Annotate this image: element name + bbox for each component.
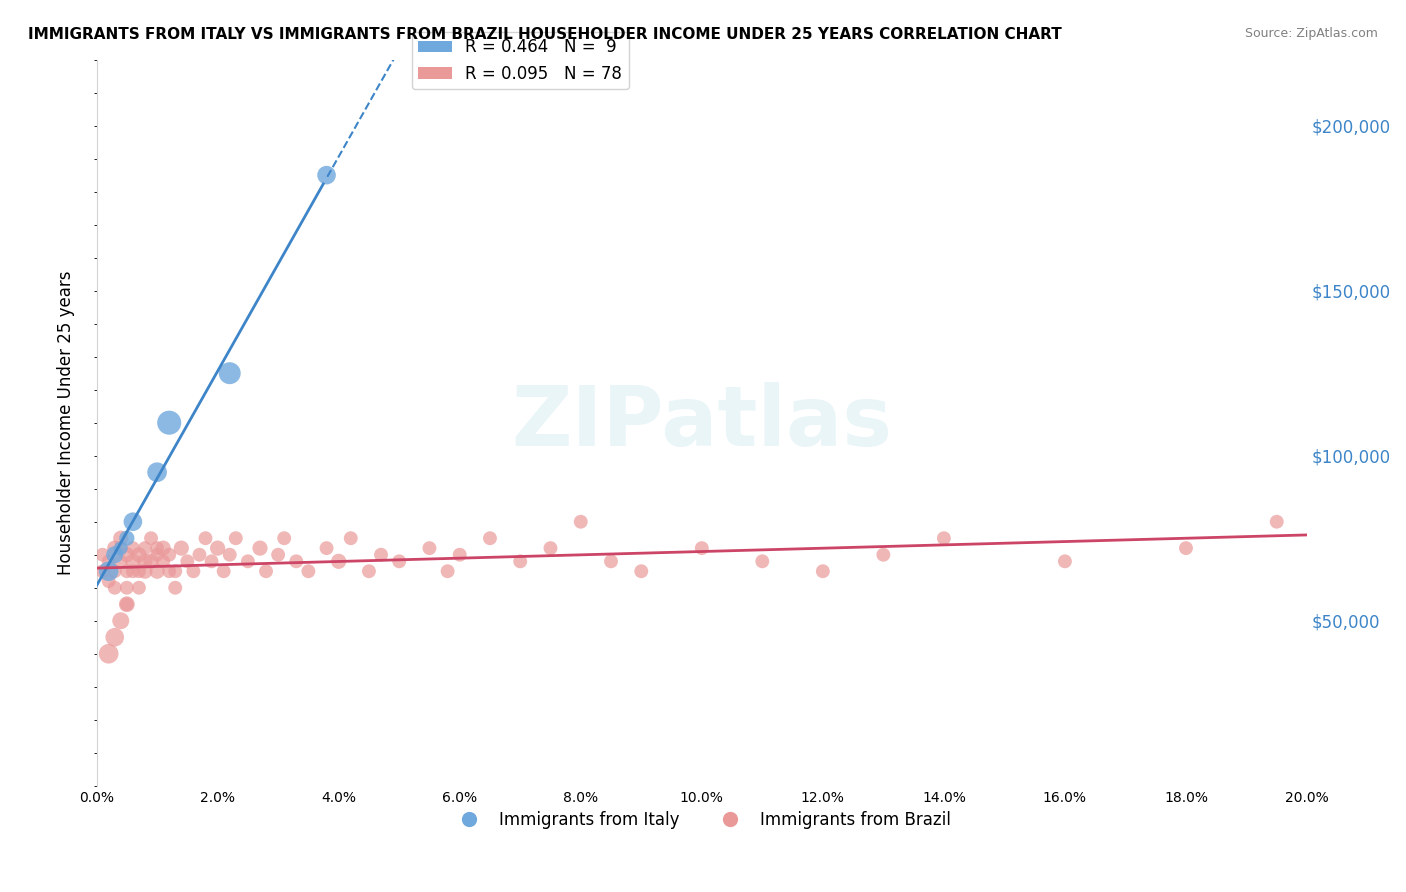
Point (267, 548, 290, 562)
Point (134, 564, 156, 578)
Point (509, 554, 531, 568)
Point (152, 554, 174, 568)
Point (1053, 554, 1076, 568)
Point (122, 541, 145, 555)
Point (146, 541, 169, 555)
Point (110, 541, 132, 555)
Point (600, 554, 623, 568)
Point (110, 531, 132, 545)
Point (128, 581, 150, 595)
Point (157, 416, 180, 430)
Point (212, 564, 235, 578)
Point (134, 541, 156, 555)
Legend: Immigrants from Italy, Immigrants from Brazil: Immigrants from Italy, Immigrants from B… (446, 805, 957, 836)
Point (751, 554, 773, 568)
Point (146, 465, 169, 479)
Point (104, 541, 127, 555)
Point (690, 541, 713, 555)
Point (122, 515, 145, 529)
Text: Source: ZipAtlas.com: Source: ZipAtlas.com (1244, 27, 1378, 40)
Point (218, 548, 240, 562)
Point (139, 531, 162, 545)
Point (339, 531, 361, 545)
Point (165, 564, 187, 578)
Point (872, 548, 894, 562)
Point (97, 574, 120, 588)
Point (139, 554, 162, 568)
Point (254, 564, 277, 578)
Point (97, 564, 120, 578)
Point (170, 541, 193, 555)
Point (110, 541, 132, 555)
Point (418, 541, 440, 555)
Point (630, 564, 652, 578)
Point (478, 531, 501, 545)
Point (932, 531, 955, 545)
Point (370, 548, 392, 562)
Point (115, 548, 138, 562)
Point (176, 554, 198, 568)
Point (91, 548, 114, 562)
Point (91, 564, 114, 578)
Point (146, 548, 169, 562)
Point (110, 614, 132, 628)
Point (115, 597, 138, 611)
Point (104, 630, 127, 644)
Point (110, 554, 132, 568)
Point (115, 531, 138, 545)
Point (225, 531, 247, 545)
Point (128, 564, 150, 578)
Y-axis label: Householder Income Under 25 years: Householder Income Under 25 years (58, 270, 75, 575)
Point (285, 554, 308, 568)
Point (328, 554, 350, 568)
Point (218, 366, 240, 380)
Point (128, 548, 150, 562)
Point (200, 554, 222, 568)
Point (157, 564, 180, 578)
Point (249, 541, 271, 555)
Point (236, 554, 259, 568)
Point (115, 564, 138, 578)
Point (388, 554, 411, 568)
Text: IMMIGRANTS FROM ITALY VS IMMIGRANTS FROM BRAZIL HOUSEHOLDER INCOME UNDER 25 YEAR: IMMIGRANTS FROM ITALY VS IMMIGRANTS FROM… (28, 27, 1062, 42)
Point (811, 564, 834, 578)
Point (104, 564, 127, 578)
Point (315, 541, 337, 555)
Point (152, 541, 174, 555)
Point (357, 564, 380, 578)
Point (1175, 541, 1198, 555)
Text: ZIPatlas: ZIPatlas (512, 382, 893, 463)
Point (188, 548, 211, 562)
Point (1265, 515, 1288, 529)
Point (165, 581, 187, 595)
Point (104, 581, 127, 595)
Point (436, 564, 458, 578)
Point (273, 531, 295, 545)
Point (569, 515, 592, 529)
Point (115, 597, 138, 611)
Point (297, 564, 319, 578)
Point (207, 541, 229, 555)
Point (115, 581, 138, 595)
Point (449, 548, 471, 562)
Point (97, 647, 120, 661)
Point (183, 564, 205, 578)
Point (540, 541, 562, 555)
Point (104, 548, 127, 562)
Point (122, 554, 145, 568)
Point (157, 548, 180, 562)
Point (134, 554, 156, 568)
Point (122, 564, 145, 578)
Point (97, 554, 120, 568)
Point (194, 531, 217, 545)
Point (146, 564, 169, 578)
Point (315, 168, 337, 182)
